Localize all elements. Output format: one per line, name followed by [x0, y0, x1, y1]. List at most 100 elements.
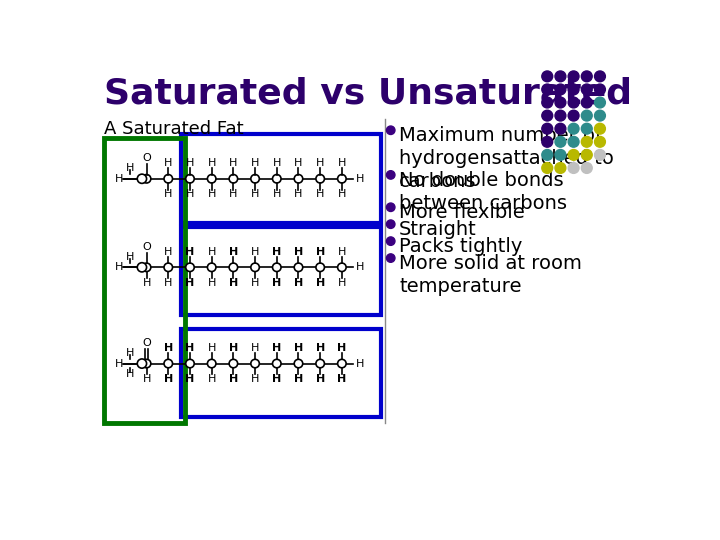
Circle shape [542, 123, 553, 134]
Text: More flexible: More flexible [399, 204, 525, 222]
Circle shape [568, 110, 579, 121]
Text: H: H [126, 163, 135, 173]
Text: H: H [316, 189, 325, 199]
Text: H: H [126, 348, 135, 358]
Circle shape [229, 263, 238, 272]
Text: H: H [272, 374, 282, 384]
Text: H: H [185, 343, 194, 353]
Text: H: H [207, 278, 216, 288]
Text: H: H [207, 189, 216, 199]
Circle shape [387, 203, 395, 212]
Circle shape [568, 84, 579, 95]
Circle shape [542, 97, 553, 108]
Circle shape [207, 359, 216, 368]
Text: H: H [115, 262, 124, 272]
Text: H: H [207, 343, 216, 353]
Text: H: H [294, 158, 302, 168]
Text: H: H [185, 374, 194, 384]
Text: H: H [272, 343, 282, 353]
Text: H: H [338, 278, 346, 288]
Text: H: H [338, 158, 346, 168]
Circle shape [542, 150, 553, 160]
Text: H: H [251, 247, 259, 257]
Circle shape [387, 171, 395, 179]
Circle shape [316, 359, 325, 368]
Circle shape [568, 97, 579, 108]
Circle shape [595, 123, 606, 134]
Text: H: H [164, 189, 173, 199]
Text: H: H [229, 158, 238, 168]
Text: H: H [272, 247, 282, 257]
Circle shape [595, 84, 606, 95]
Text: O: O [142, 153, 151, 163]
Text: Saturated vs Unsaturated: Saturated vs Unsaturated [104, 76, 632, 110]
Text: Straight: Straight [399, 220, 477, 239]
Circle shape [568, 123, 579, 134]
Text: O: O [142, 338, 151, 348]
Circle shape [595, 137, 606, 147]
FancyBboxPatch shape [181, 134, 381, 222]
Text: O: O [142, 241, 151, 252]
Circle shape [338, 359, 346, 368]
Text: H: H [294, 278, 303, 288]
Circle shape [229, 359, 238, 368]
Text: H: H [273, 189, 281, 199]
Text: H: H [251, 343, 259, 353]
Circle shape [207, 174, 216, 183]
Circle shape [555, 97, 566, 108]
Circle shape [555, 110, 566, 121]
Text: A Saturated Fat: A Saturated Fat [104, 120, 243, 138]
Text: H: H [229, 189, 238, 199]
Text: H: H [273, 158, 281, 168]
Circle shape [581, 84, 593, 95]
Text: H: H [164, 278, 173, 288]
Text: H: H [115, 359, 124, 369]
Circle shape [338, 174, 346, 183]
Text: No double bonds
between carbons: No double bonds between carbons [399, 171, 567, 213]
Circle shape [143, 359, 150, 368]
Circle shape [164, 263, 173, 272]
Circle shape [294, 263, 302, 272]
Text: H: H [115, 174, 124, 184]
Circle shape [595, 150, 606, 160]
Text: Maximum number of
hydrogensattached to
carbons: Maximum number of hydrogensattached to c… [399, 126, 614, 191]
Text: H: H [338, 189, 346, 199]
Text: H: H [229, 278, 238, 288]
Circle shape [143, 263, 150, 272]
Circle shape [164, 359, 173, 368]
Text: H: H [207, 158, 216, 168]
Circle shape [387, 254, 395, 262]
Text: Packs tightly: Packs tightly [399, 237, 523, 256]
Text: More solid at room
temperature: More solid at room temperature [399, 254, 582, 296]
Circle shape [138, 174, 147, 184]
Circle shape [581, 163, 593, 173]
Text: H: H [315, 247, 325, 257]
Text: H: H [163, 343, 173, 353]
Circle shape [581, 97, 593, 108]
Text: H: H [229, 374, 238, 384]
Circle shape [272, 263, 281, 272]
Circle shape [251, 263, 259, 272]
FancyBboxPatch shape [181, 329, 381, 417]
Circle shape [555, 163, 566, 173]
Text: H: H [251, 374, 259, 384]
Text: H: H [186, 158, 194, 168]
Text: H: H [356, 174, 364, 184]
Text: H: H [294, 343, 303, 353]
Text: H: H [294, 189, 302, 199]
Text: H: H [186, 189, 194, 199]
Text: H: H [272, 278, 282, 288]
Circle shape [555, 123, 566, 134]
Circle shape [555, 137, 566, 147]
Circle shape [251, 359, 259, 368]
Text: H: H [315, 374, 325, 384]
Text: H: H [356, 359, 364, 369]
Circle shape [143, 174, 150, 183]
Text: H: H [337, 343, 346, 353]
Circle shape [555, 71, 566, 82]
Circle shape [581, 137, 593, 147]
Circle shape [568, 71, 579, 82]
Text: H: H [185, 247, 194, 257]
Circle shape [316, 174, 325, 183]
Circle shape [542, 71, 553, 82]
